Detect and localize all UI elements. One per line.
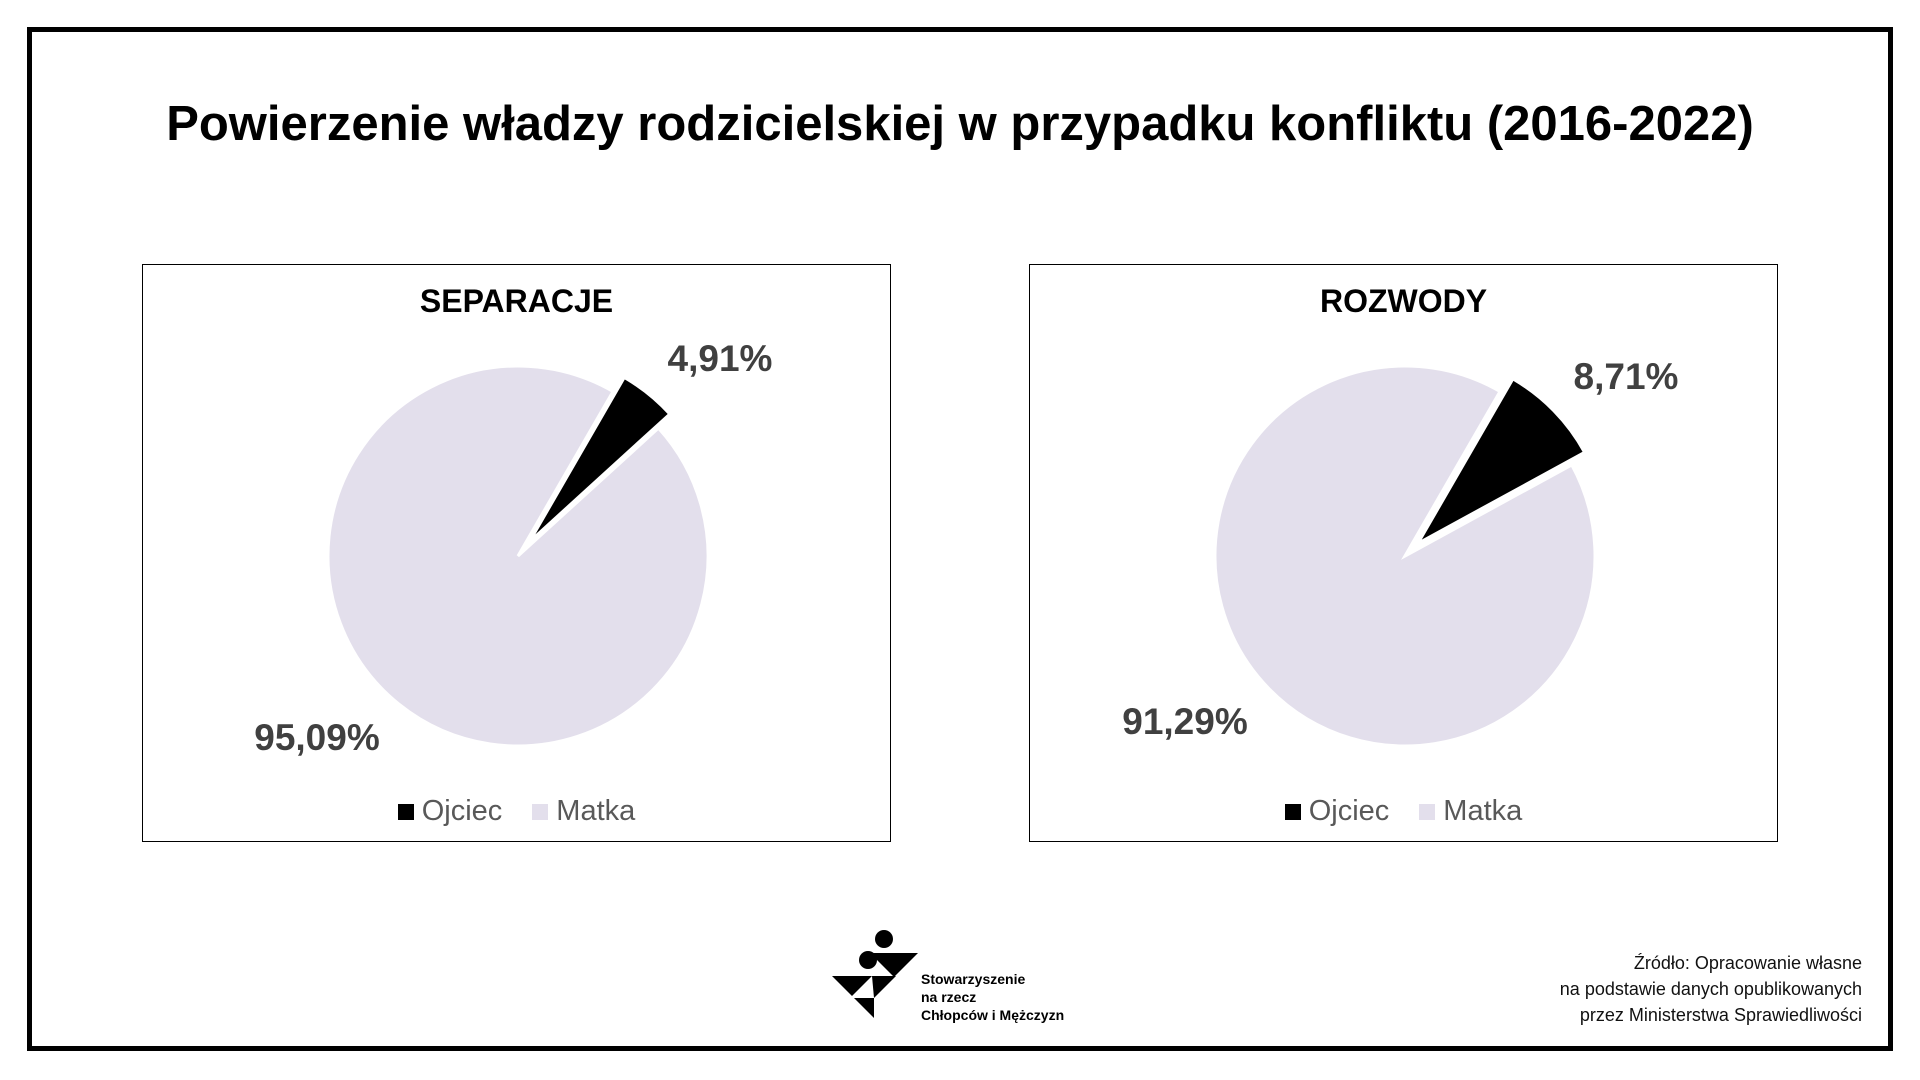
pie-svg [1213,364,1597,748]
data-label-matka: 91,29% [1122,701,1248,742]
legend-item-matka: Matka [532,795,635,828]
logo-line: Chłopców i Mężczyzn [921,1007,1065,1023]
legend-swatch-matka [1419,803,1436,820]
legend-swatch-ojciec [1284,803,1301,820]
legend-item-ojciec: Ojciec [397,795,503,828]
legend-label: Matka [556,795,636,827]
pie-slice-matka [326,364,710,748]
data-label-matka: 95,09% [254,717,380,758]
logo-line: na rzecz [921,989,977,1005]
pie-slice-ojciec [527,375,672,544]
legend-label: Ojciec [421,795,503,827]
organization-logo [832,930,918,1018]
pie-slice-ojciec [1413,376,1587,548]
chart-separacje: SEPARACJE 4,91% 95,09% Ojciec Matka [142,264,891,842]
source-line: na podstawie danych opublikowanych [1559,979,1862,999]
legend-label: Ojciec [1308,795,1390,827]
data-label-ojciec: 8,71% [1573,356,1679,397]
legend-swatch-ojciec [397,803,414,820]
chart-title: SEPARACJE [419,283,614,319]
pie-svg [326,364,710,748]
source-line: Źródło: Opracowanie własne [1633,953,1862,973]
legend: Ojciec Matka [143,795,890,828]
data-label-ojciec: 4,91% [667,338,773,379]
chart-rozwody: ROZWODY 8,71% 91,29% Ojciec Matka [1029,264,1778,842]
legend-item-matka: Matka [1419,795,1522,828]
pie-slice-matka [1213,364,1597,748]
logo-text: Stowarzyszenie na rzecz Chłopców i Mężcz… [921,970,1064,1024]
source-note: Źródło: Opracowanie własne na podstawie … [1560,950,1862,1028]
legend-item-ojciec: Ojciec [1284,795,1390,828]
source-line: przez Ministerstwa Sprawiedliwości [1579,1005,1862,1025]
legend-swatch-matka [532,803,549,820]
page-title: Powierzenie władzy rodzicielskiej w przy… [166,97,1754,151]
legend: Ojciec Matka [1030,795,1777,828]
chart-title: ROZWODY [1319,283,1488,319]
slide-frame [27,27,1893,1051]
legend-label: Matka [1443,795,1523,827]
logo-line: Stowarzyszenie [921,971,1026,987]
